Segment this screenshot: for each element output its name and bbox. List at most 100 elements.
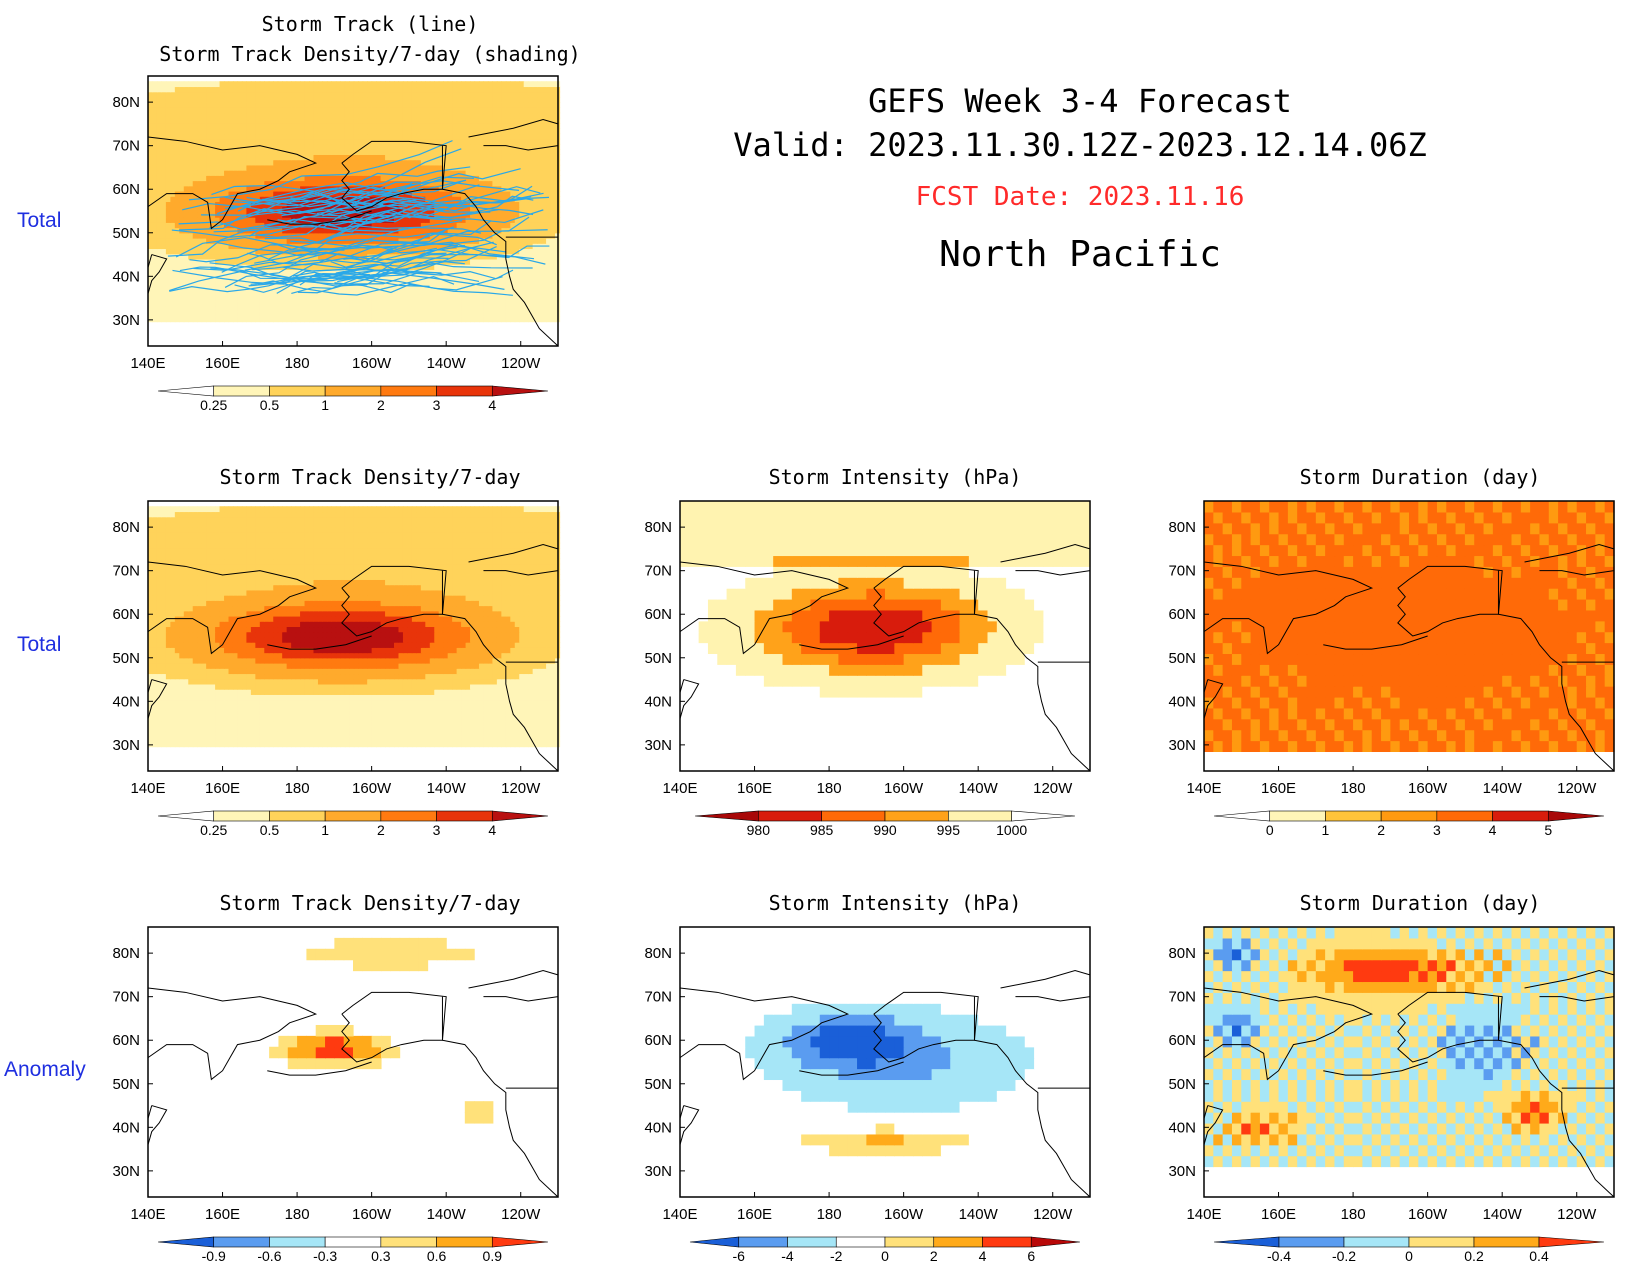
field-cell <box>474 96 480 103</box>
field-cell <box>523 154 529 161</box>
field-cell <box>304 274 310 281</box>
field-cell <box>304 143 310 150</box>
field-cell <box>192 128 198 135</box>
field-cell <box>241 123 247 129</box>
field-cell <box>537 295 543 302</box>
field-cell <box>273 300 279 307</box>
colorbar-cell <box>324 385 382 397</box>
field-cell <box>210 253 216 260</box>
field-cell <box>152 217 158 223</box>
field-cell <box>514 321 520 328</box>
field-cell <box>165 321 171 328</box>
field-cell <box>420 264 426 270</box>
field-cell <box>344 311 350 317</box>
field-cell <box>322 123 328 129</box>
field-cell <box>170 117 176 124</box>
field-cell <box>156 238 163 244</box>
field-cell <box>161 112 167 119</box>
field-cell <box>371 295 377 302</box>
field-cell <box>197 248 203 255</box>
field-cell <box>197 217 203 223</box>
field-cell <box>376 264 382 270</box>
field-cell <box>407 175 413 182</box>
field-cell <box>268 243 274 250</box>
field-cell <box>429 159 435 166</box>
field-cell <box>456 91 462 98</box>
field-cell <box>309 133 315 140</box>
field-cell <box>326 248 332 255</box>
field-cell <box>367 164 373 171</box>
field-cell <box>224 180 230 187</box>
field-cell <box>210 248 216 255</box>
field-cell <box>514 305 520 312</box>
field-cell <box>282 757 288 763</box>
field-cell <box>550 222 556 229</box>
field-cell <box>519 264 525 270</box>
field-cell <box>331 86 337 93</box>
field-cell <box>156 232 163 239</box>
field-cell <box>362 112 368 119</box>
field-cell <box>416 133 422 140</box>
field-cell <box>286 290 292 297</box>
field-cell <box>443 180 449 187</box>
field-cell <box>362 217 368 223</box>
field-cell <box>505 326 511 333</box>
field-cell <box>219 190 225 197</box>
field-cell <box>215 159 221 166</box>
field-cell <box>232 311 239 317</box>
field-cell <box>429 128 435 135</box>
field-cell <box>304 217 310 223</box>
field-cell <box>277 96 283 103</box>
field-cell <box>215 164 221 171</box>
field-cell <box>474 185 480 192</box>
field-cell <box>286 321 292 328</box>
field-cell <box>309 196 315 203</box>
field-cell <box>470 138 476 145</box>
field-cell <box>210 112 216 119</box>
field-cell <box>376 222 382 229</box>
field-cell <box>277 123 283 129</box>
field-cell <box>206 253 212 260</box>
field-cell <box>443 279 449 286</box>
field-cell <box>470 248 476 255</box>
field-cell <box>537 217 543 223</box>
field-cell <box>273 290 279 297</box>
field-cell <box>456 185 462 192</box>
field-cell <box>286 96 292 103</box>
field-cell <box>317 149 324 155</box>
field-cell <box>353 258 359 265</box>
field-cell <box>273 91 279 98</box>
field-cell <box>165 217 171 223</box>
field-cell <box>541 149 547 155</box>
field-cell <box>304 164 310 171</box>
field-cell <box>425 96 431 103</box>
field-cell <box>523 253 529 260</box>
field-cell <box>152 175 158 182</box>
field-cell <box>331 751 337 758</box>
field-cell <box>394 741 400 748</box>
field-cell <box>358 143 364 150</box>
field-cell <box>335 243 341 250</box>
field-cell <box>519 751 525 758</box>
field-cell <box>550 264 556 270</box>
field-cell <box>546 248 552 255</box>
field-cell <box>219 295 225 302</box>
field-cell <box>416 91 422 98</box>
field-cell <box>259 190 265 197</box>
field-cell <box>295 138 301 145</box>
field-cell <box>264 757 270 763</box>
field-cell <box>228 112 234 119</box>
field-cell <box>420 96 426 103</box>
field-cell <box>268 159 274 166</box>
field-cell <box>291 159 297 166</box>
field-cell <box>514 211 520 218</box>
field-cell <box>447 211 453 218</box>
field-cell <box>282 305 288 312</box>
field-cell <box>514 290 520 297</box>
field-cell <box>537 91 543 98</box>
field-cell <box>358 326 364 333</box>
field-cell <box>179 154 185 161</box>
field-cell <box>335 211 341 218</box>
field-cell <box>537 128 543 135</box>
field-cell <box>380 326 386 333</box>
